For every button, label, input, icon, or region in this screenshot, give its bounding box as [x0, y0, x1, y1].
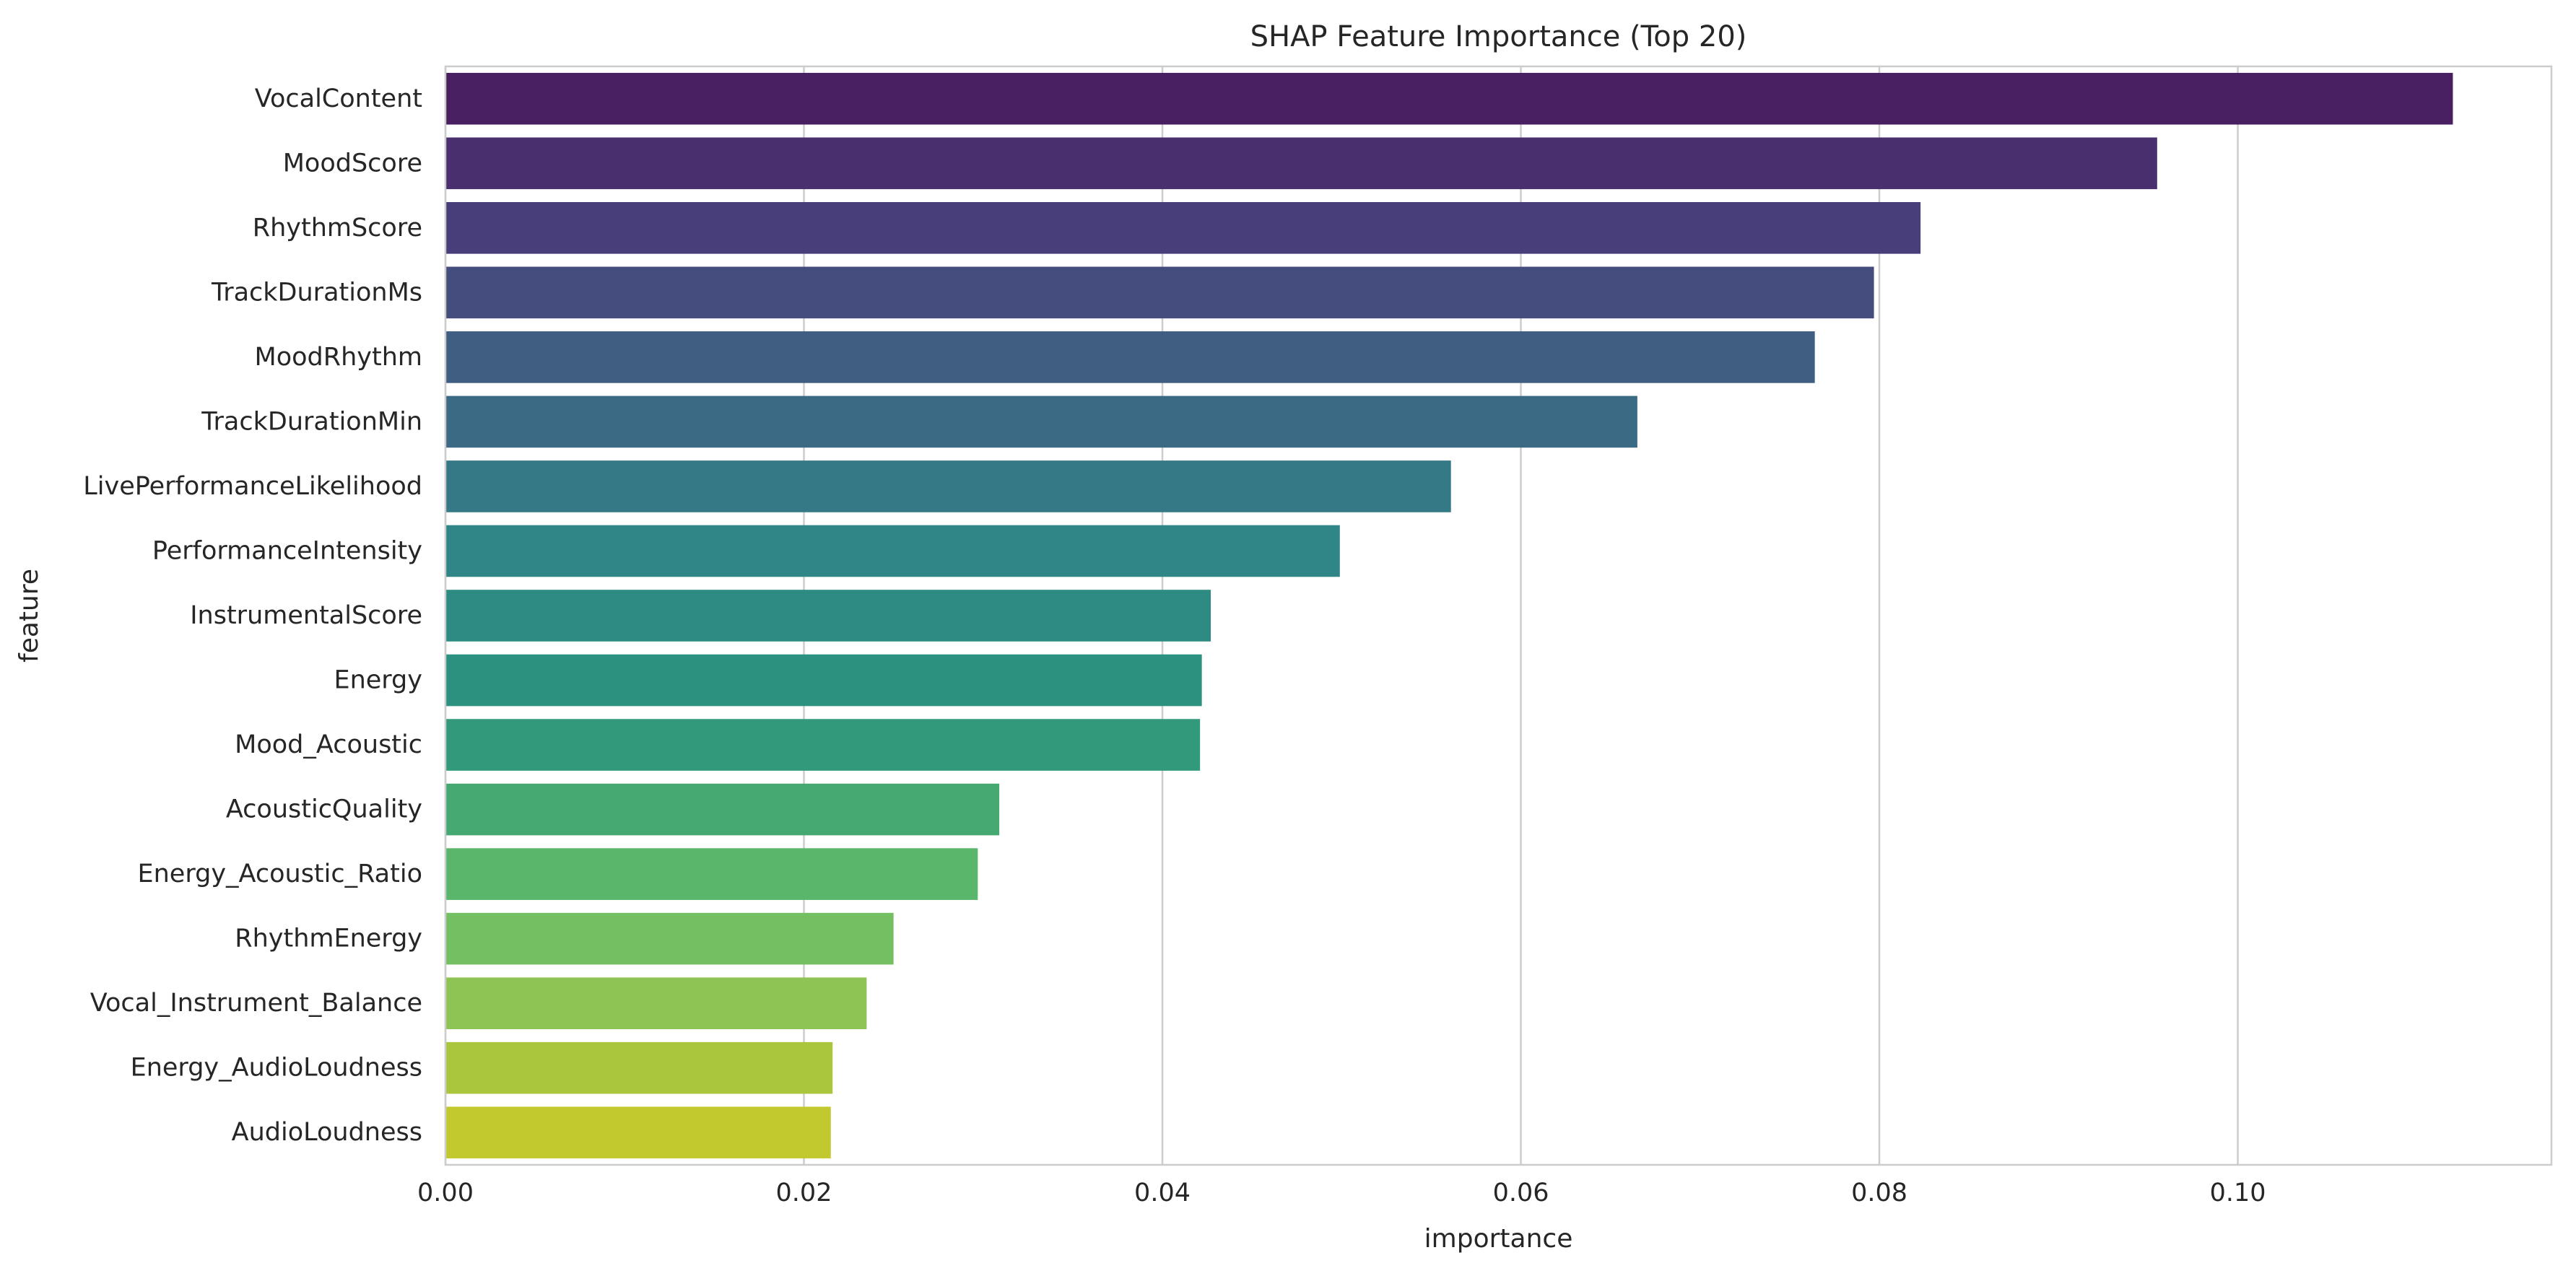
y-tick-label: PerformanceIntensity: [152, 536, 422, 565]
y-axis-ticks: VocalContent MoodScore RhythmScore TrackDur…: [83, 84, 422, 1147]
chart-title: SHAP Feature Importance (Top 20): [1250, 20, 1747, 53]
y-tick-label: Energy: [334, 666, 422, 695]
bar: [445, 331, 1815, 383]
y-tick-label: AudioLoudness: [232, 1118, 422, 1147]
y-tick-label: Energy_AudioLoudness: [131, 1054, 422, 1083]
y-tick-label: TrackDurationMin: [201, 407, 422, 436]
y-tick-label: VocalContent: [255, 84, 422, 113]
y-tick-label: LivePerformanceLikelihood: [83, 472, 422, 501]
x-tick-label: 0.10: [2210, 1179, 2266, 1207]
x-tick-label: 0.08: [1851, 1179, 1907, 1207]
bars: [445, 72, 2453, 1159]
y-tick-label: Vocal_Instrument_Balance: [90, 989, 422, 1018]
x-axis-ticks: 0.00 0.02 0.04 0.06 0.08 0.10: [417, 1179, 2266, 1207]
x-tick-label: 0.06: [1493, 1179, 1549, 1207]
x-tick-label: 0.00: [417, 1179, 474, 1207]
y-tick-label: MoodScore: [283, 149, 422, 178]
bar: [445, 1106, 831, 1159]
y-tick-label: InstrumentalScore: [190, 601, 422, 630]
bar: [445, 783, 1000, 836]
bar: [445, 977, 867, 1029]
bar: [445, 266, 1874, 319]
bar: [445, 654, 1202, 707]
y-axis-label: feature: [14, 569, 44, 663]
bar: [445, 719, 1201, 771]
bar: [445, 202, 1921, 254]
x-tick-label: 0.02: [776, 1179, 832, 1207]
bar: [445, 137, 2157, 190]
y-tick-label: TrackDurationMs: [211, 278, 422, 307]
y-tick-label: AcousticQuality: [226, 795, 422, 824]
x-axis-label: importance: [1424, 1224, 1573, 1254]
y-tick-label: MoodRhythm: [255, 343, 422, 372]
bar: [445, 460, 1451, 512]
x-tick-label: 0.04: [1134, 1179, 1191, 1207]
y-tick-label: RhythmScore: [253, 214, 422, 242]
plot-frame: [444, 65, 2553, 1166]
bar: [445, 590, 1211, 642]
y-tick-label: RhythmEnergy: [235, 925, 422, 953]
bar: [445, 396, 1637, 448]
bar: [445, 912, 894, 965]
bar: [445, 1041, 833, 1094]
y-tick-label: Mood_Acoustic: [235, 730, 422, 759]
bar: [445, 848, 978, 900]
bar: [445, 525, 1340, 577]
bar: [445, 72, 2453, 125]
y-tick-label: Energy_Acoustic_Ratio: [138, 860, 423, 888]
